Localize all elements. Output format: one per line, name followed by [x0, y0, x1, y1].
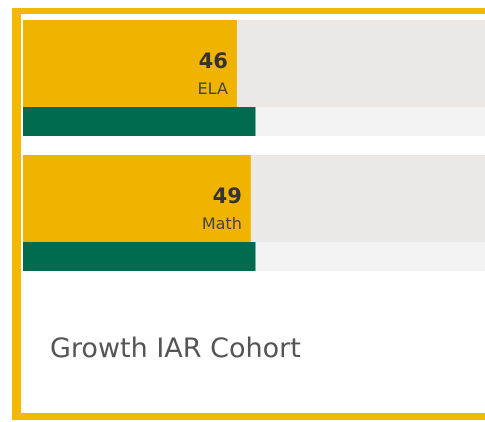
- category-label: ELA: [198, 79, 228, 98]
- value-label: 49: [213, 184, 242, 208]
- value-label: 46: [199, 49, 228, 73]
- bar: [23, 155, 251, 242]
- bar: [23, 20, 237, 107]
- bar: [23, 107, 256, 136]
- card-title: Growth IAR Cohort: [50, 333, 301, 364]
- bar: [23, 242, 256, 271]
- category-label: Math: [202, 214, 242, 233]
